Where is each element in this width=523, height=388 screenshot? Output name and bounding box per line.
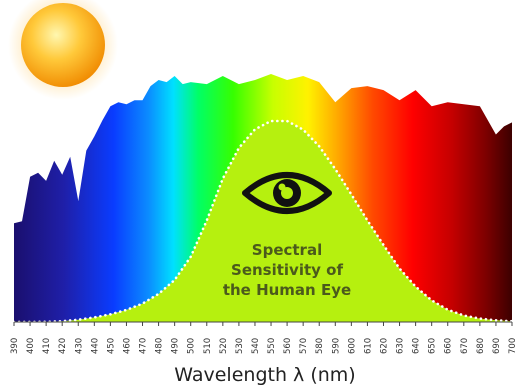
x-tick-label: 530 <box>235 338 245 354</box>
x-axis: 390 400 410 420 430 440 450 460 470 480 490 500 510 5… <box>10 321 518 354</box>
sun-icon <box>8 0 118 100</box>
x-tick-label: 540 <box>251 338 261 354</box>
x-tick-label: 450 <box>106 338 116 354</box>
x-tick-label: 510 <box>203 338 213 354</box>
x-tick-label: 650 <box>428 338 438 354</box>
x-tick-label: 550 <box>267 338 277 354</box>
annotation: Spectral Sensitivity of the Human Eye <box>223 241 351 299</box>
x-tick-label: 400 <box>26 338 36 354</box>
x-tick-label: 560 <box>283 338 293 354</box>
x-tick-label: 620 <box>379 338 389 354</box>
x-tick-label: 600 <box>347 338 357 354</box>
x-tick-label: 430 <box>74 338 84 354</box>
x-tick-label: 520 <box>219 338 229 354</box>
x-tick-label: 390 <box>10 338 20 354</box>
x-tick-label: 480 <box>155 338 165 354</box>
x-tick-label: 660 <box>444 338 454 354</box>
x-tick-label: 460 <box>122 338 132 354</box>
x-tick-label: 630 <box>396 338 406 354</box>
x-tick-label: 410 <box>42 338 52 354</box>
annotation-line-2: Sensitivity of <box>231 261 343 279</box>
x-axis-label: Wavelength λ (nm) <box>174 364 355 386</box>
annotation-line-3: the Human Eye <box>223 281 351 299</box>
x-tick-label: 590 <box>331 338 341 354</box>
x-tick-label: 490 <box>171 338 181 354</box>
x-tick-label: 680 <box>476 338 486 354</box>
x-tick-label: 700 <box>508 338 518 354</box>
x-tick-label: 580 <box>315 338 325 354</box>
annotation-line-1: Spectral <box>252 241 322 259</box>
eye-sensitivity-area <box>14 121 512 322</box>
eye-sensitivity-outline <box>12 119 514 324</box>
x-tick-label: 610 <box>363 338 373 354</box>
plot-area <box>12 74 514 324</box>
x-tick-label: 420 <box>58 338 68 354</box>
x-tick-label: 440 <box>90 338 100 354</box>
x-tick-label: 470 <box>139 338 149 354</box>
x-tick-label: 570 <box>299 338 309 354</box>
x-tick-label: 640 <box>412 338 422 354</box>
x-tick-label: 670 <box>460 338 470 354</box>
eye-icon <box>242 172 332 214</box>
x-tick-label: 500 <box>187 338 197 354</box>
x-tick-label: 690 <box>492 338 502 354</box>
